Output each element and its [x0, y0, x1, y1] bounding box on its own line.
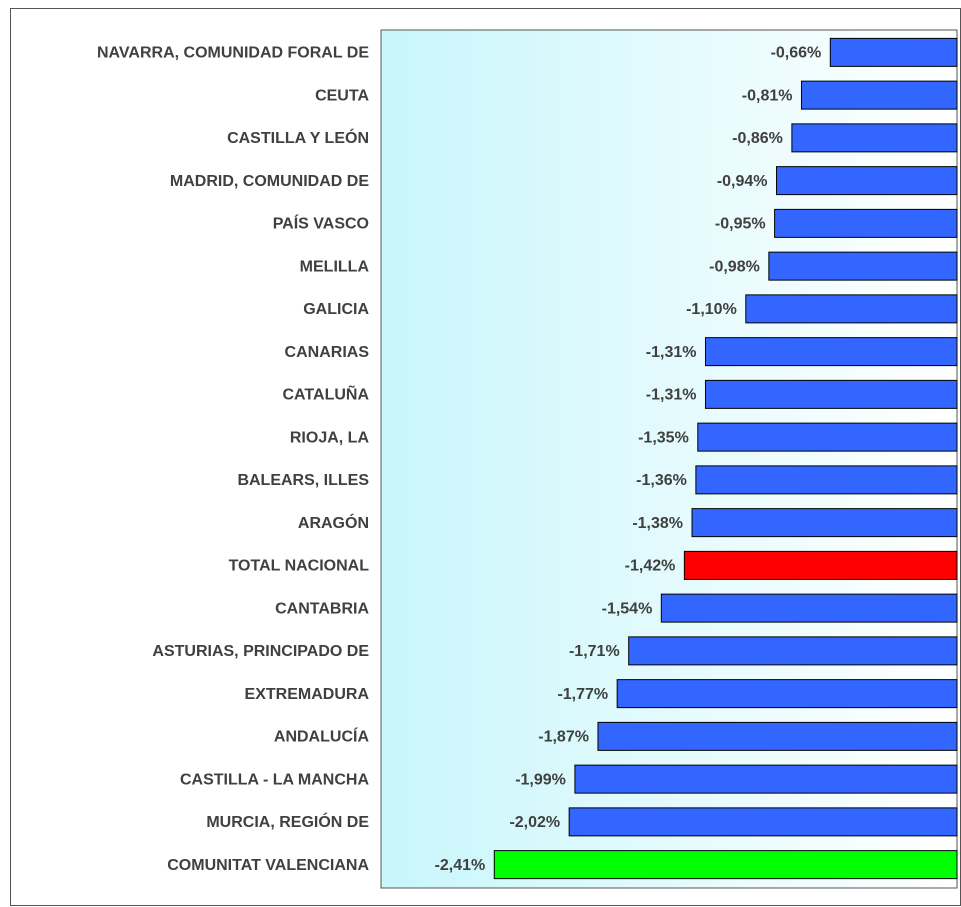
- bar: [768, 251, 958, 281]
- value-label: -1,10%: [686, 301, 737, 318]
- category-label: BALEARS, ILLES: [237, 472, 369, 489]
- value-label: -1,71%: [569, 643, 620, 660]
- bar: [568, 807, 958, 837]
- value-label: -0,86%: [732, 130, 783, 147]
- bar: [791, 123, 958, 153]
- value-label: -1,35%: [638, 429, 689, 446]
- bar: [628, 636, 958, 666]
- category-label: COMUNITAT VALENCIANA: [167, 857, 369, 874]
- bar: [574, 764, 958, 794]
- value-label: -2,41%: [435, 857, 486, 874]
- bar: [774, 208, 958, 238]
- category-label: CANTABRIA: [275, 600, 369, 617]
- category-label: MURCIA, REGIÓN DE: [206, 812, 369, 831]
- value-label: -1,99%: [515, 771, 566, 788]
- category-label: ASTURIAS, PRINCIPADO DE: [152, 643, 369, 660]
- value-label: -1,77%: [557, 686, 608, 703]
- bar: [800, 80, 958, 110]
- category-label: CASTILLA - LA MANCHA: [180, 771, 369, 788]
- bar: [683, 550, 958, 580]
- category-label: GALICIA: [303, 301, 369, 318]
- bar: [776, 166, 958, 196]
- bar: [695, 465, 958, 495]
- bar: [691, 508, 958, 538]
- bar: [704, 337, 958, 367]
- value-label: -0,94%: [717, 173, 768, 190]
- category-label: EXTREMADURA: [245, 686, 370, 703]
- bar: [697, 422, 958, 452]
- category-label: MADRID, COMUNIDAD DE: [170, 173, 369, 190]
- category-label: TOTAL NACIONAL: [229, 558, 370, 575]
- value-label: -0,66%: [771, 45, 822, 62]
- category-label: RIOJA, LA: [290, 429, 370, 446]
- bar: [493, 850, 958, 880]
- value-label: -1,42%: [625, 558, 676, 575]
- bar: [597, 721, 958, 751]
- category-label: MELILLA: [300, 258, 370, 275]
- category-label: CATALUÑA: [283, 384, 370, 404]
- value-label: -0,95%: [715, 216, 766, 233]
- bar: [616, 679, 958, 709]
- category-label: ARAGÓN: [298, 513, 369, 532]
- bar: [829, 37, 958, 67]
- bar: [704, 379, 958, 409]
- value-label: -1,31%: [646, 344, 697, 361]
- value-label: -1,36%: [636, 472, 687, 489]
- value-label: -1,87%: [538, 729, 589, 746]
- category-label: NAVARRA, COMUNIDAD FORAL DE: [97, 45, 369, 62]
- category-label: ANDALUCÍA: [274, 727, 370, 746]
- value-label: -0,81%: [742, 87, 793, 104]
- category-label: CANARIAS: [285, 344, 370, 361]
- value-label: -1,54%: [602, 600, 653, 617]
- bar: [745, 294, 958, 324]
- value-label: -1,38%: [632, 515, 683, 532]
- plot-area: [380, 29, 958, 889]
- category-label: CEUTA: [315, 87, 369, 104]
- category-label: PAÍS VASCO: [273, 214, 369, 233]
- value-label: -0,98%: [709, 258, 760, 275]
- value-label: -2,02%: [509, 814, 560, 831]
- category-label: CASTILLA Y LEÓN: [227, 128, 369, 147]
- bar: [660, 593, 958, 623]
- value-label: -1,31%: [646, 387, 697, 404]
